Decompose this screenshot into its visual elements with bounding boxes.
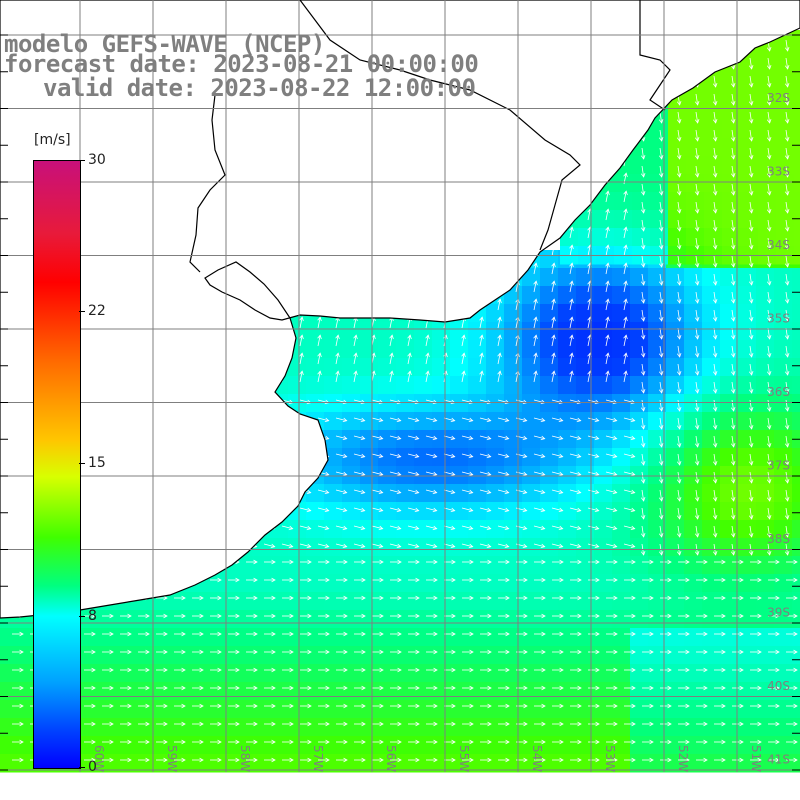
colorbar-tick-mark <box>79 767 85 768</box>
latitude-label: 40S <box>767 679 790 693</box>
longitude-label: 55W <box>457 745 471 772</box>
longitude-label: 58W <box>238 745 252 772</box>
colorbar-unit: [m/s] <box>34 132 71 148</box>
colorbar-tick-label: 15 <box>88 455 106 471</box>
colorbar-tick-mark <box>79 463 85 464</box>
colorbar-tick-label: 30 <box>88 152 106 168</box>
coastline-inland <box>189 0 671 273</box>
longitude-label: 57W <box>311 745 325 772</box>
latitude-label: 37S <box>767 459 790 473</box>
title-valid-date: valid date: 2023-08-22 12:00:00 <box>43 74 476 102</box>
latitude-label: 36S <box>767 385 790 399</box>
latitude-labels: 32S 33S 34S 35S 36S 37S 38S 39S 40S 41S <box>767 91 790 767</box>
colorbar-tick-mark <box>79 160 85 161</box>
latitude-label: 41S <box>767 753 790 767</box>
colorbar-tick-label: 8 <box>88 608 97 624</box>
latitude-label: 34S <box>767 238 790 252</box>
latitude-label: 38S <box>767 532 790 546</box>
longitude-label: 51W <box>749 745 763 772</box>
longitude-label: 54W <box>530 745 544 772</box>
colorbar-tick-label: 22 <box>88 303 106 319</box>
land-mass <box>0 0 800 619</box>
colorbar-tick-label: 0 <box>88 759 97 775</box>
longitude-label: 56W <box>384 745 398 772</box>
latitude-label: 39S <box>767 606 790 620</box>
colorbar-tick-mark <box>79 616 85 617</box>
title-forecast-date: forecast date: 2023-08-21 00:00:00 <box>4 50 479 78</box>
colorbar-tick-mark <box>79 311 85 312</box>
longitude-label: 59W <box>165 745 179 772</box>
title-model: modelo GEFS-WAVE (NCEP) <box>4 30 325 58</box>
latitude-label: 33S <box>767 165 790 179</box>
longitude-label: 52W <box>676 745 690 772</box>
longitude-label: 53W <box>603 745 617 772</box>
latitude-label: 35S <box>767 312 790 326</box>
colorbar <box>33 160 81 769</box>
latitude-label: 32S <box>767 91 790 105</box>
longitude-label: 60W <box>92 745 106 772</box>
longitude-labels: 60W 59W 58W 57W 56W 55W 54W 53W 52W 51W <box>92 745 763 772</box>
